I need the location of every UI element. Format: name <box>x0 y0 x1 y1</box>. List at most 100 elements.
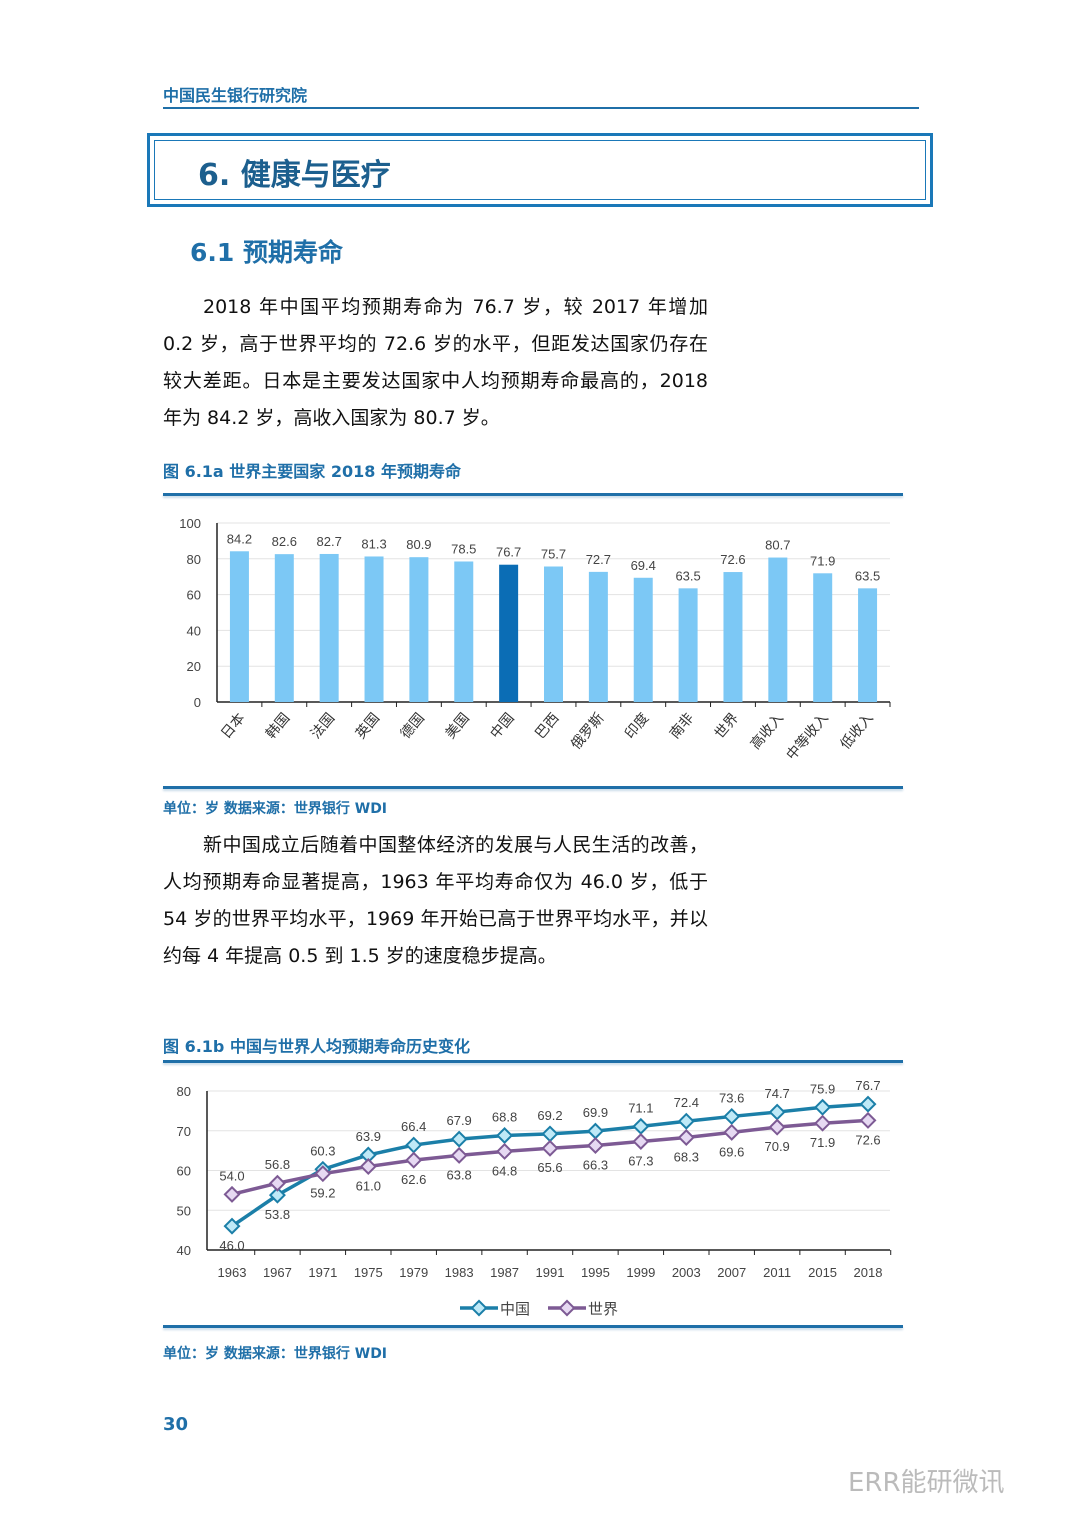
data-label: 54.0 <box>219 1168 244 1183</box>
y-tick-label: 60 <box>187 588 201 603</box>
x-tick-label: 1967 <box>263 1265 292 1280</box>
data-label: 59.2 <box>310 1186 335 1201</box>
bar-高收入 <box>768 557 788 702</box>
data-point <box>450 1130 468 1148</box>
figure-b-bottom-rule <box>163 1325 903 1328</box>
data-point <box>859 1095 877 1113</box>
y-tick-label: 80 <box>177 1084 191 1099</box>
bar-低收入 <box>858 588 878 702</box>
x-tick-label: 法国 <box>307 710 337 742</box>
data-label: 74.7 <box>764 1086 789 1101</box>
y-tick-label: 80 <box>187 552 201 567</box>
bar-中等收入 <box>813 573 833 702</box>
data-point <box>359 1146 377 1164</box>
bar-俄罗斯 <box>588 571 608 702</box>
data-label: 75.9 <box>810 1081 835 1096</box>
x-tick-label: 1999 <box>626 1265 655 1280</box>
data-point <box>768 1103 786 1121</box>
header-rule <box>163 107 919 109</box>
header-org: 中国民生银行研究院 <box>163 86 308 105</box>
data-label: 72.6 <box>855 1132 880 1147</box>
bar-巴西 <box>544 566 563 702</box>
x-tick-label: 1995 <box>581 1265 610 1280</box>
data-point <box>223 1185 241 1203</box>
y-tick-label: 40 <box>177 1243 191 1258</box>
data-label: 63.9 <box>356 1129 381 1144</box>
data-point <box>768 1118 786 1136</box>
bar-日本 <box>229 551 249 702</box>
data-label: 71.9 <box>810 553 835 568</box>
data-label: 46.0 <box>219 1238 244 1253</box>
x-tick-label: 日本 <box>217 710 247 742</box>
figure-a-top-rule <box>163 493 903 496</box>
data-label: 70.9 <box>764 1139 789 1154</box>
page-number: 30 <box>163 1414 189 1435</box>
bar-法国 <box>319 553 339 702</box>
data-label: 71.9 <box>810 1135 835 1150</box>
x-tick-label: 高收入 <box>747 710 786 752</box>
x-tick-label: 印度 <box>621 710 651 742</box>
bar-印度 <box>633 577 653 702</box>
y-tick-label: 0 <box>194 695 201 710</box>
subsection-title: 6.1 预期寿命 <box>190 238 343 267</box>
data-point <box>268 1174 286 1192</box>
figure-a-bottom-rule <box>163 786 903 789</box>
data-label: 69.9 <box>583 1105 608 1120</box>
data-point <box>677 1129 695 1146</box>
data-label: 78.5 <box>451 541 476 556</box>
data-point <box>723 1123 741 1141</box>
data-label: 69.2 <box>537 1108 562 1123</box>
x-tick-label: 1983 <box>445 1265 474 1280</box>
x-tick-label: 中等收入 <box>783 710 831 763</box>
data-label: 72.4 <box>674 1095 699 1110</box>
data-label: 81.3 <box>361 536 386 551</box>
watermark: ERR能研微讯 <box>848 1468 1005 1498</box>
line-chart: 40 50 60 70 80 1963 1967 1971 1975 1979 1983 1987 19… <box>177 1078 892 1318</box>
data-label: 66.4 <box>401 1119 426 1134</box>
data-label: 82.7 <box>317 534 342 549</box>
bar-美国 <box>454 561 474 702</box>
legend-marker <box>470 1299 488 1317</box>
x-tick-label: 1991 <box>536 1265 565 1280</box>
data-label: 72.7 <box>586 552 611 567</box>
y-tick-label: 20 <box>187 659 201 674</box>
bar-chart: 0 20 40 60 80 100 84.2 日本 82.6 韩国 82.7 法国 81.3 英国 80.9… <box>179 516 891 763</box>
section-box: 6. 健康与医疗 <box>147 133 933 207</box>
data-label: 71.1 <box>628 1100 653 1115</box>
data-label: 80.7 <box>765 538 790 553</box>
bar-韩国 <box>274 554 294 702</box>
data-label: 75.7 <box>541 546 566 561</box>
data-label: 53.8 <box>265 1207 290 1222</box>
data-label: 69.6 <box>719 1144 744 1159</box>
data-label: 65.6 <box>537 1160 562 1175</box>
data-label: 80.9 <box>406 537 431 552</box>
x-tick-label: 2011 <box>763 1265 791 1280</box>
data-label: 63.8 <box>446 1167 471 1182</box>
x-tick-label: 1987 <box>490 1265 519 1280</box>
x-tick-label: 2007 <box>717 1265 746 1280</box>
data-point <box>586 1136 604 1154</box>
x-tick-label: 俄罗斯 <box>567 710 606 752</box>
data-label: 61.0 <box>356 1179 381 1194</box>
data-point <box>632 1117 650 1135</box>
data-point <box>632 1132 650 1150</box>
y-tick-label: 70 <box>177 1124 191 1139</box>
figure-a-title: 图 6.1a 世界主要国家 2018 年预期寿命 <box>163 462 461 481</box>
x-tick-label: 中国 <box>487 710 517 742</box>
paragraph-1: 2018 年中国平均预期寿命为 76.7 岁，较 2017 年增加 0.2 岁，… <box>163 296 708 429</box>
data-point <box>268 1186 286 1204</box>
data-label: 63.5 <box>855 568 880 583</box>
data-label: 63.5 <box>675 568 700 583</box>
section-title: 6. 健康与医疗 <box>198 158 391 193</box>
x-tick-label: 1971 <box>308 1265 337 1280</box>
legend-label: 中国 <box>500 1301 530 1318</box>
data-label: 72.6 <box>720 552 745 567</box>
bar-南非 <box>678 588 698 702</box>
y-tick-label: 60 <box>177 1164 191 1179</box>
data-label: 64.8 <box>492 1163 517 1178</box>
data-label: 76.7 <box>855 1078 880 1093</box>
legend-marker <box>558 1299 576 1317</box>
data-label: 60.3 <box>310 1143 335 1158</box>
data-point <box>405 1151 423 1169</box>
data-point <box>586 1122 604 1140</box>
